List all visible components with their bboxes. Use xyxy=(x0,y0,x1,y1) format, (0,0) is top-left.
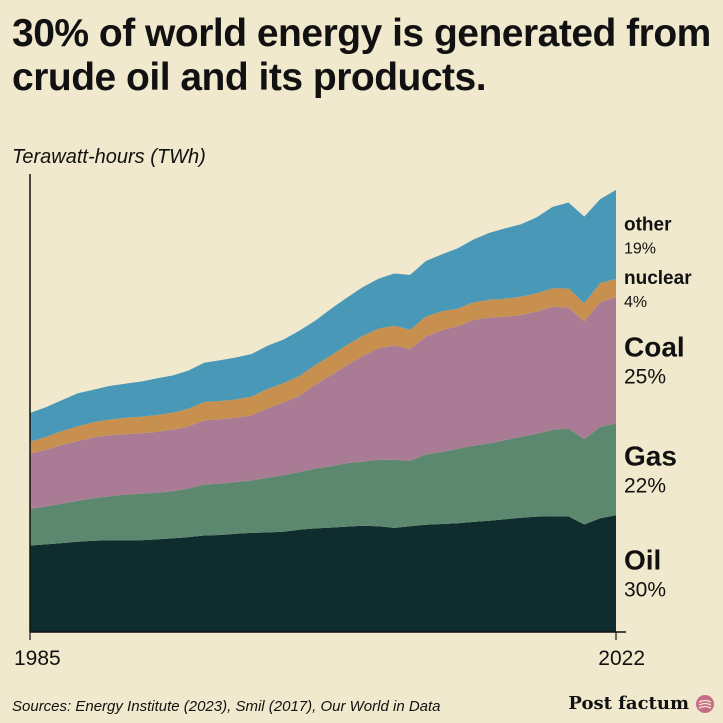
chart-title: 30% of world energy is generated from cr… xyxy=(12,12,711,99)
brand-logo: Post factum xyxy=(568,693,715,714)
series-label-nuclear: nuclear xyxy=(624,268,692,289)
area-series-gas xyxy=(30,423,616,546)
x-tick-label-1985: 1985 xyxy=(14,647,61,670)
series-share-gas: 22% xyxy=(624,474,666,497)
series-label-oil: Oil xyxy=(624,545,661,576)
x-tick-label-2022: 2022 xyxy=(598,647,645,670)
series-share-oil: 30% xyxy=(624,579,666,602)
brand-name: Post factum xyxy=(568,693,689,714)
y-axis-unit-label: Terawatt-hours (TWh) xyxy=(12,146,206,168)
series-share-nuclear: 4% xyxy=(624,294,647,311)
area-series-coal xyxy=(30,297,616,509)
post-factum-logo-icon xyxy=(696,694,714,713)
series-label-coal: Coal xyxy=(624,331,685,362)
area-series-oil xyxy=(30,515,616,632)
area-series-nuclear xyxy=(30,279,616,454)
series-share-other: 19% xyxy=(624,240,656,257)
sources-note: Sources: Energy Institute (2023), Smil (… xyxy=(12,698,441,715)
area-series-other xyxy=(30,189,616,442)
series-label-gas: Gas xyxy=(624,440,677,471)
series-share-coal: 25% xyxy=(624,365,666,388)
series-label-other: other xyxy=(624,214,672,235)
